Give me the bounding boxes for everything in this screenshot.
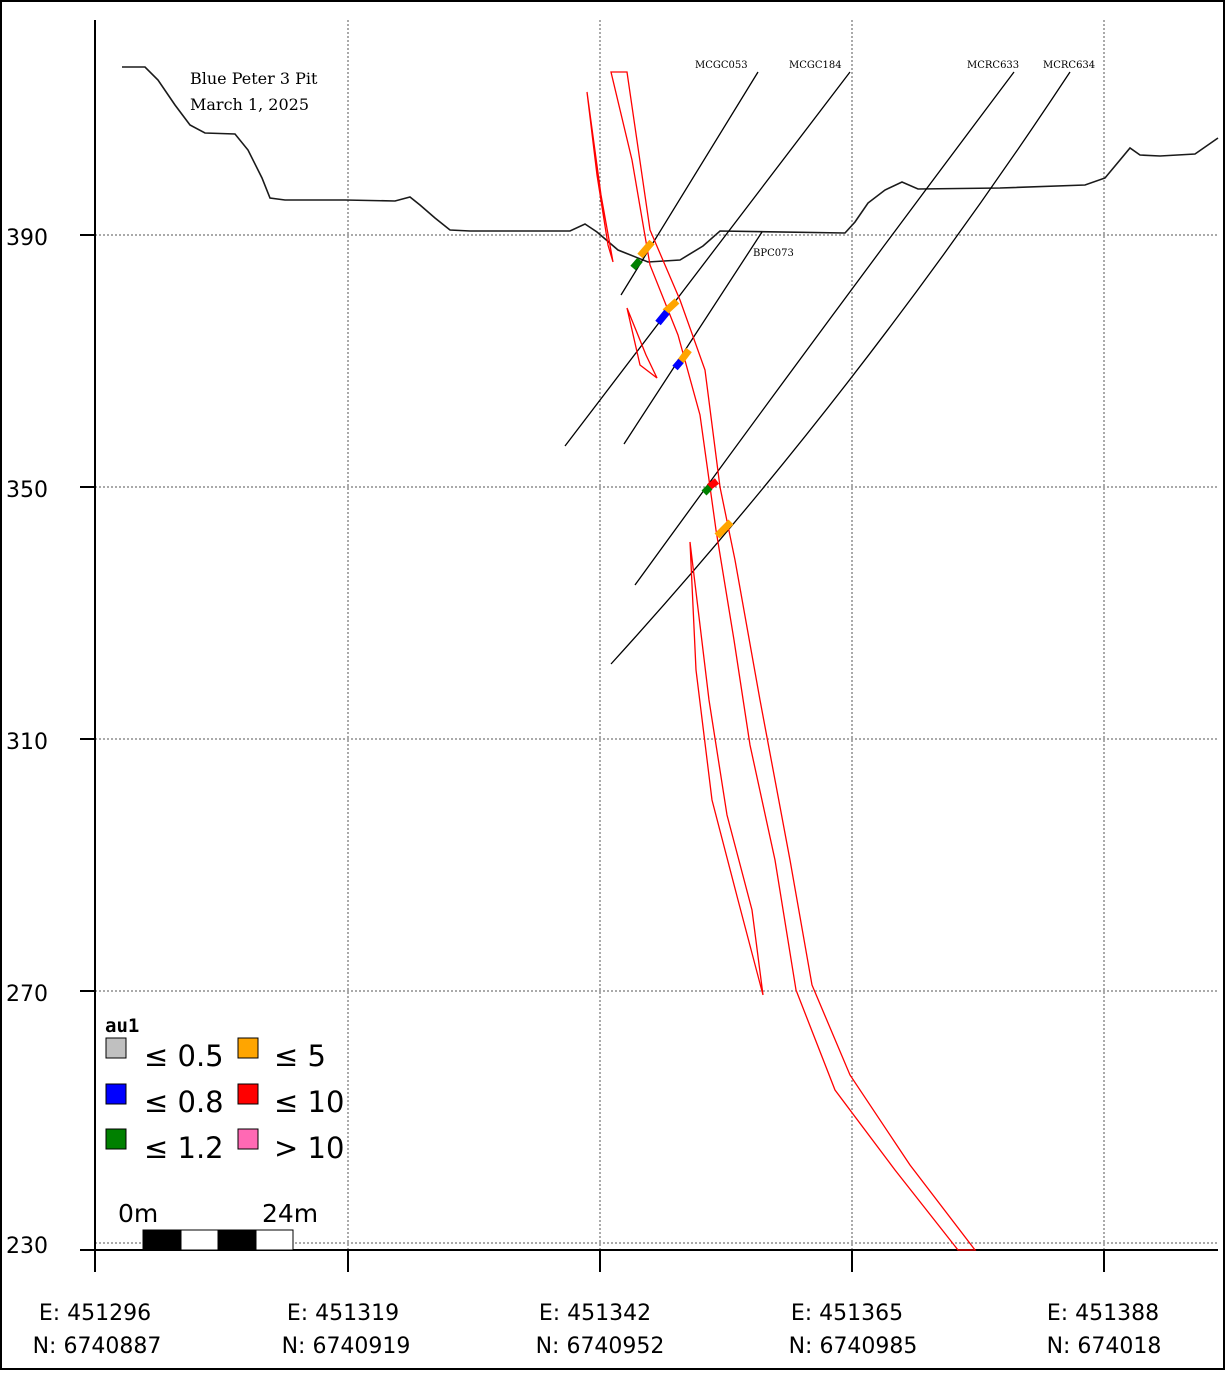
splay-outline-upper <box>586 91 614 263</box>
main-orebody-outline <box>610 71 977 1251</box>
assay-interval-au-1-2 <box>630 257 643 271</box>
legend-label: ≤ 0.8 <box>144 1085 224 1119</box>
drillholes <box>564 71 1071 665</box>
assay-interval-au-5 <box>637 239 655 259</box>
scale-bar-segment <box>217 1229 257 1251</box>
y-tick-label: 230 <box>6 1234 48 1259</box>
drillhole-trace-mcrc633 <box>634 71 1015 586</box>
drillhole-labels: MCGC053 MCGC184 MCRC633 MCRC634 BPC073 <box>695 60 1095 259</box>
assay-interval-au-5 <box>662 298 680 315</box>
section-title: Blue Peter 3 Pit March 1, 2025 <box>190 69 318 114</box>
legend-swatch-orange <box>237 1037 259 1059</box>
topography-line <box>122 66 1219 263</box>
scale-bar-start-label: 0m <box>118 1199 158 1228</box>
pit-name: Blue Peter 3 Pit <box>190 69 318 88</box>
legend-label: ≤ 10 <box>274 1085 344 1119</box>
x-tick-easting: E: 451365 <box>791 1301 903 1326</box>
x-tick-easting: E: 451296 <box>39 1301 151 1326</box>
legend-swatch-gray <box>105 1037 127 1059</box>
assay-interval-au-1-2 <box>701 484 713 496</box>
legend-swatch-pink <box>237 1128 259 1150</box>
legend-swatch-green <box>105 1128 127 1150</box>
scale-bar-segment <box>255 1229 294 1251</box>
grid <box>95 20 1218 1250</box>
x-tick-easting: E: 451388 <box>1047 1301 1159 1326</box>
legend-label: ≤ 0.5 <box>144 1039 224 1073</box>
y-axis-labels: 390 350 310 270 230 <box>6 226 48 1259</box>
y-tick-label: 270 <box>6 982 48 1007</box>
hole-label-mcgc184: MCGC184 <box>789 60 842 71</box>
x-tick-northing: N: 6740985 <box>789 1334 918 1359</box>
y-tick-label: 350 <box>6 478 48 503</box>
splay-outline-middle <box>626 307 658 379</box>
legend-label: ≤ 1.2 <box>144 1131 224 1165</box>
assay-interval-au-5 <box>677 347 692 365</box>
scale-bar: 0m 24m <box>118 1199 318 1251</box>
legend-label: ≤ 5 <box>274 1039 326 1073</box>
x-tick-easting: E: 451319 <box>287 1301 399 1326</box>
assay-interval-au-0-8 <box>655 309 670 326</box>
drillhole-trace-mcgc184 <box>564 71 851 447</box>
scale-bar-segment <box>142 1229 182 1251</box>
x-axis-labels: E: 451296 N: 6740887 E: 451319 N: 674091… <box>33 1301 1162 1359</box>
drillhole-trace-mcgc053 <box>620 71 759 296</box>
y-tick-label: 390 <box>6 226 48 251</box>
x-tick-easting: E: 451342 <box>539 1301 651 1326</box>
section-date: March 1, 2025 <box>190 95 309 114</box>
legend-title: au1 <box>105 1015 139 1037</box>
assay-intervals <box>630 239 734 539</box>
assay-interval-au-10 <box>706 478 720 490</box>
orebody-outlines <box>586 71 977 1251</box>
scale-bar-segment <box>180 1229 219 1251</box>
x-tick-northing: N: 674018 <box>1047 1334 1162 1359</box>
hole-label-mcrc633: MCRC633 <box>967 60 1019 71</box>
legend: au1 ≤ 0.5 ≤ 0.8 ≤ 1.2 ≤ 5 ≤ 10 > 10 <box>105 1015 344 1165</box>
x-tick-northing: N: 6740952 <box>536 1334 665 1359</box>
splay-outline-lower <box>689 541 764 996</box>
hole-label-mcgc053: MCGC053 <box>695 60 748 71</box>
hole-label-bpc073: BPC073 <box>753 248 794 259</box>
legend-swatch-blue <box>105 1083 127 1105</box>
drillhole-trace-mcrc634 <box>610 71 1071 665</box>
assay-interval-au-5 <box>714 519 734 539</box>
scale-bar-end-label: 24m <box>262 1199 318 1228</box>
y-tick-label: 310 <box>6 730 48 755</box>
hole-label-mcrc634: MCRC634 <box>1043 60 1095 71</box>
x-tick-northing: N: 6740887 <box>33 1334 162 1359</box>
x-tick-northing: N: 6740919 <box>282 1334 411 1359</box>
legend-label: > 10 <box>274 1131 344 1165</box>
legend-swatch-red <box>237 1083 259 1105</box>
assay-interval-au-0-8 <box>672 358 684 371</box>
